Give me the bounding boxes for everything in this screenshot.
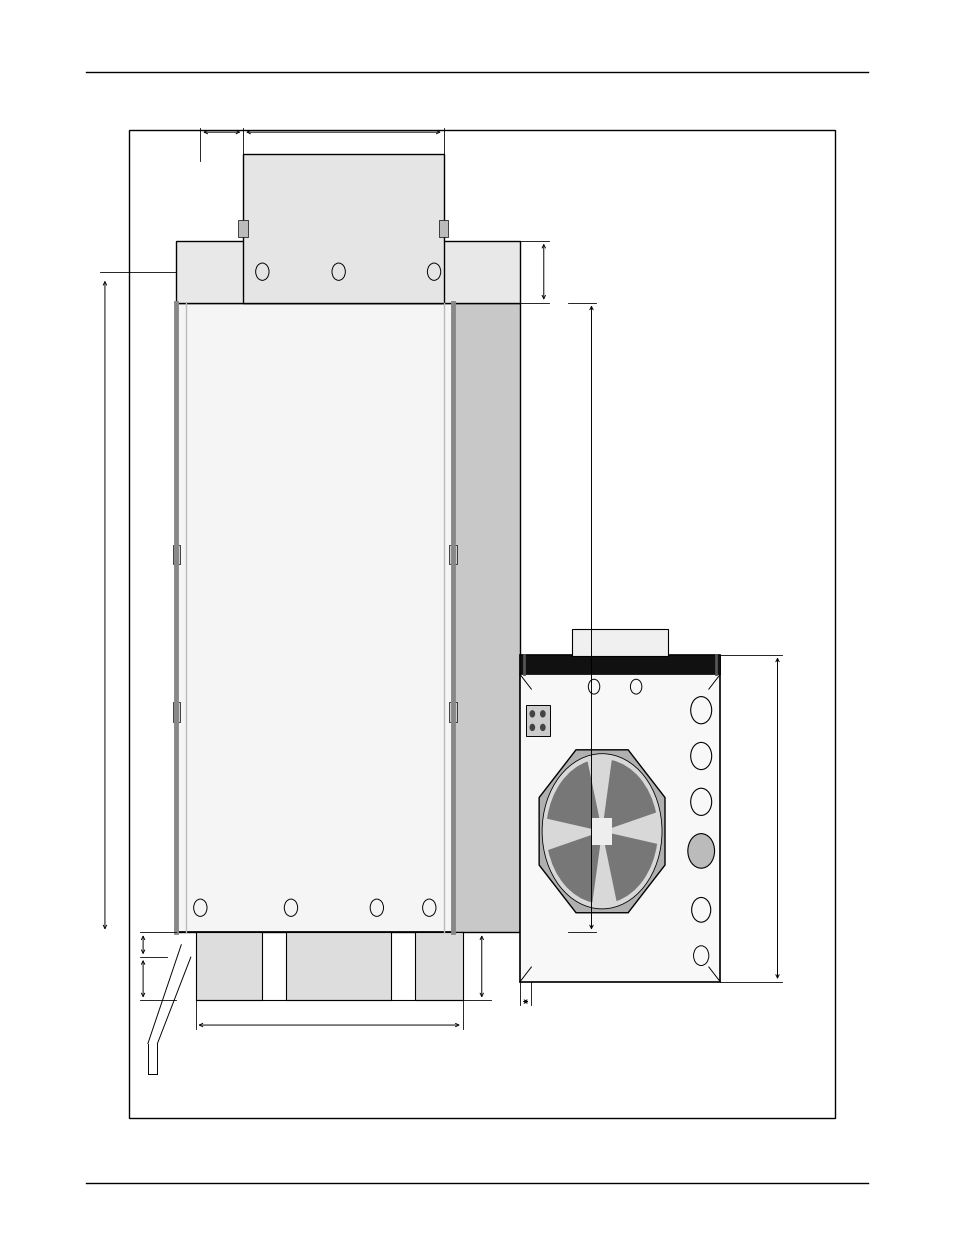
Bar: [195, 932, 262, 1000]
Wedge shape: [548, 831, 601, 903]
Wedge shape: [546, 762, 601, 831]
Bar: [591, 818, 612, 845]
Bar: [238, 220, 248, 237]
Circle shape: [529, 724, 535, 731]
Circle shape: [539, 710, 545, 718]
Bar: [172, 701, 180, 721]
Bar: [519, 655, 720, 674]
Bar: [243, 154, 443, 303]
Bar: [286, 932, 391, 1000]
Bar: [453, 303, 519, 932]
Bar: [572, 629, 667, 656]
Bar: [449, 545, 456, 564]
Wedge shape: [601, 831, 657, 902]
Bar: [129, 130, 834, 1118]
Bar: [519, 655, 720, 982]
Circle shape: [539, 724, 545, 731]
Bar: [449, 701, 456, 721]
Bar: [176, 303, 453, 932]
Polygon shape: [538, 750, 664, 913]
Circle shape: [529, 710, 535, 718]
Bar: [415, 932, 462, 1000]
Circle shape: [541, 753, 661, 909]
Circle shape: [687, 834, 714, 868]
Bar: [525, 705, 549, 736]
Bar: [172, 545, 180, 564]
Bar: [176, 241, 519, 303]
Wedge shape: [601, 760, 656, 831]
Bar: [438, 220, 448, 237]
